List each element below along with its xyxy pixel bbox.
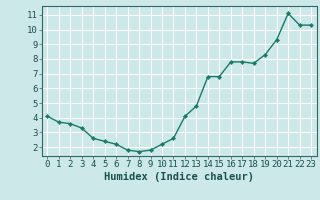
X-axis label: Humidex (Indice chaleur): Humidex (Indice chaleur) xyxy=(104,172,254,182)
